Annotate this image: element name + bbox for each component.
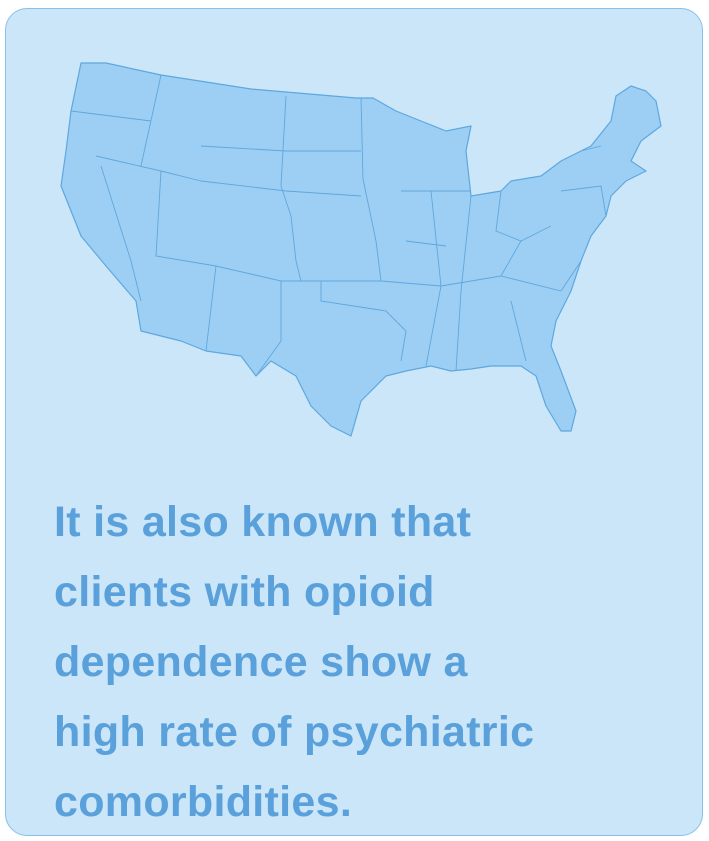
state-line — [70, 74, 607, 377]
text-line: It is also known that — [54, 498, 472, 546]
card: It is also known that clients with opioi… — [5, 8, 703, 836]
text-line: clients with opioid — [54, 568, 435, 616]
us-outline — [60, 62, 662, 437]
text-line: dependence show a — [54, 638, 468, 686]
card-text: It is also known that clients with opioi… — [54, 487, 694, 837]
us-map — [60, 62, 662, 437]
text-line: comorbidities. — [54, 778, 353, 826]
text-line: high rate of psychiatric — [54, 708, 535, 756]
state-lines — [70, 74, 607, 377]
